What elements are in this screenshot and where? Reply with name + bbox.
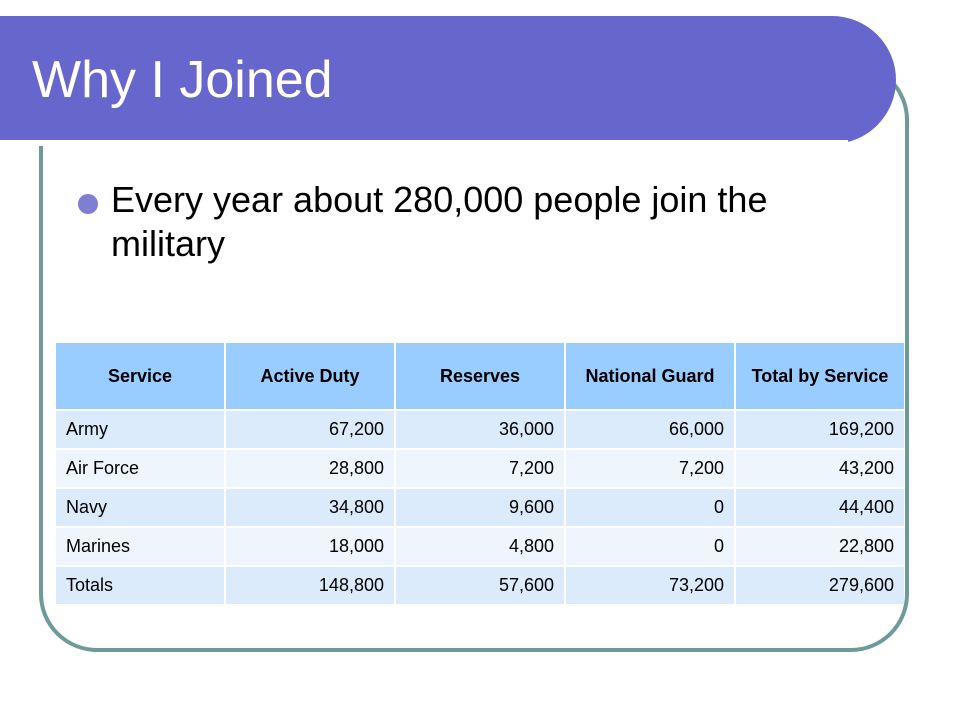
bullet-text: Every year about 280,000 people join the…	[111, 179, 768, 264]
header-national-guard: National Guard	[565, 343, 736, 410]
cell-reserves: 4,800	[395, 526, 566, 566]
title-underline	[0, 140, 848, 146]
cell-total: 169,200	[735, 409, 904, 449]
cell-reserves: 7,200	[395, 448, 566, 488]
header-service: Service	[56, 343, 226, 410]
cell-reserves: 9,600	[395, 487, 566, 527]
cell-total: 43,200	[735, 448, 904, 488]
table-header-row: Service Active Duty Reserves National Gu…	[56, 343, 904, 410]
cell-total: 22,800	[735, 526, 904, 566]
cell-national-guard: 0	[565, 526, 736, 566]
cell-reserves: 57,600	[395, 565, 566, 604]
cell-total: 279,600	[735, 565, 904, 604]
title-bar: Why I Joined	[0, 16, 896, 146]
cell-national-guard: 73,200	[565, 565, 736, 604]
cell-service: Air Force	[56, 448, 226, 488]
cell-active-duty: 67,200	[225, 409, 396, 449]
header-total-by-service: Total by Service	[735, 343, 904, 410]
bullet-dot-icon	[78, 194, 98, 214]
header-active-duty: Active Duty	[225, 343, 396, 410]
table-row-totals: Totals 148,800 57,600 73,200 279,600	[56, 565, 904, 604]
cell-national-guard: 66,000	[565, 409, 736, 449]
cell-active-duty: 28,800	[225, 448, 396, 488]
enlistment-table: Service Active Duty Reserves National Gu…	[56, 343, 904, 604]
cell-service: Army	[56, 409, 226, 449]
slide-title: Why I Joined	[32, 51, 333, 109]
cell-national-guard: 0	[565, 487, 736, 527]
cell-national-guard: 7,200	[565, 448, 736, 488]
cell-service: Navy	[56, 487, 226, 527]
header-reserves: Reserves	[395, 343, 566, 410]
cell-active-duty: 148,800	[225, 565, 396, 604]
cell-active-duty: 18,000	[225, 526, 396, 566]
cell-total: 44,400	[735, 487, 904, 527]
table-row: Air Force 28,800 7,200 7,200 43,200	[56, 448, 904, 488]
cell-service: Marines	[56, 526, 226, 566]
cell-reserves: 36,000	[395, 409, 566, 449]
table-row: Army 67,200 36,000 66,000 169,200	[56, 409, 904, 449]
cell-active-duty: 34,800	[225, 487, 396, 527]
table-row: Marines 18,000 4,800 0 22,800	[56, 526, 904, 566]
table-row: Navy 34,800 9,600 0 44,400	[56, 487, 904, 527]
cell-service: Totals	[56, 565, 226, 604]
